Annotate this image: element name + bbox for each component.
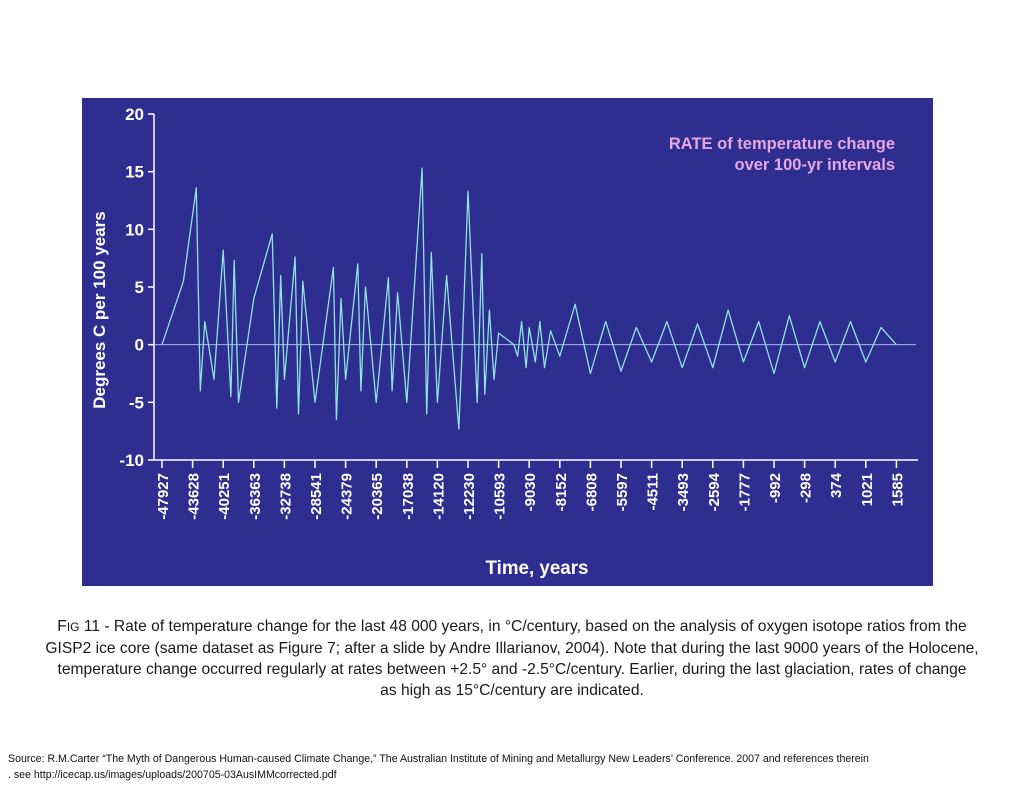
- y-tick-label: 10: [125, 220, 144, 239]
- x-tick-label: -1777: [736, 473, 753, 511]
- x-tick-label: -17038: [400, 473, 417, 520]
- y-tick-label: 5: [135, 278, 144, 297]
- x-tick-label: -24379: [339, 473, 356, 520]
- y-tick-label: 0: [135, 336, 144, 355]
- x-tick-label: 1585: [889, 473, 906, 506]
- figure-caption: FIG 11 - Rate of temperature change for …: [20, 616, 1004, 701]
- source-line-2: . see http://icecap.us/images/uploads/20…: [8, 769, 337, 781]
- y-tick-label: -10: [119, 451, 144, 470]
- x-tick-label: -5597: [614, 473, 631, 511]
- series-line-rate: [161, 167, 897, 430]
- x-tick-label: -14120: [430, 473, 447, 520]
- x-tick-label: -40251: [216, 473, 233, 520]
- x-tick-label: -32738: [277, 473, 294, 520]
- x-tick-label: -28541: [308, 473, 325, 520]
- chart-annotation-line2: over 100-yr intervals: [734, 156, 895, 174]
- x-axis-label: Time, years: [486, 558, 589, 579]
- source-line-1: Source: R.M.Carter “The Myth of Dangerou…: [8, 753, 869, 765]
- chart-annotation-line1: RATE of temperature change: [669, 135, 895, 153]
- x-tick-label: -20365: [369, 473, 386, 520]
- x-tick-label: 374: [828, 472, 845, 498]
- x-tick-label: -36363: [247, 473, 264, 520]
- y-tick-label: 15: [125, 163, 144, 182]
- x-tick-label: -298: [798, 473, 815, 503]
- x-tick-label: -9030: [522, 473, 539, 511]
- caption-fig-ig: IG: [66, 620, 80, 634]
- x-tick-label: -992: [767, 473, 784, 503]
- x-tick-label: -2594: [706, 472, 723, 511]
- x-tick-label: 1021: [859, 473, 876, 506]
- caption-line-1-text: 11 - Rate of temperature change for the …: [79, 618, 967, 635]
- x-tick-label: -3493: [675, 473, 692, 511]
- y-tick-label: 20: [125, 105, 144, 124]
- x-tick-label: -43628: [186, 473, 203, 520]
- y-axis-ticks: 20 15 10 5 0 -5 -10: [119, 105, 154, 470]
- source-citation: Source: R.M.Carter “The Myth of Dangerou…: [8, 751, 1018, 783]
- x-tick-label: -47927: [155, 473, 172, 520]
- x-tick-label: -6808: [583, 473, 600, 511]
- caption-line-4: as high as 15°C/century are indicated.: [380, 682, 644, 699]
- caption-line-2: GISP2 ice core (same dataset as Figure 7…: [45, 640, 979, 657]
- x-axis-ticks: -47927 -43628 -40251 -36363 -32738 -28541 -243…: [155, 460, 906, 520]
- chart-panel: 20 15 10 5 0 -5 -10 -47927 -43628 -40251 -36363 -3…: [82, 98, 933, 586]
- x-tick-label: -12230: [461, 473, 478, 520]
- caption-fig-f: F: [57, 618, 67, 635]
- x-tick-label: -4511: [645, 473, 662, 511]
- caption-line-3: temperature change occurred regularly at…: [57, 661, 967, 678]
- y-tick-label: -5: [129, 393, 144, 412]
- x-tick-label: -8152: [553, 473, 570, 511]
- chart-svg: 20 15 10 5 0 -5 -10 -47927 -43628 -40251 -36363 -3…: [90, 105, 918, 579]
- x-tick-label: -10593: [492, 473, 509, 520]
- y-axis-label: Degrees C per 100 years: [90, 211, 109, 409]
- caption-line-1: FIG 11 - Rate of temperature change for …: [20, 616, 1004, 638]
